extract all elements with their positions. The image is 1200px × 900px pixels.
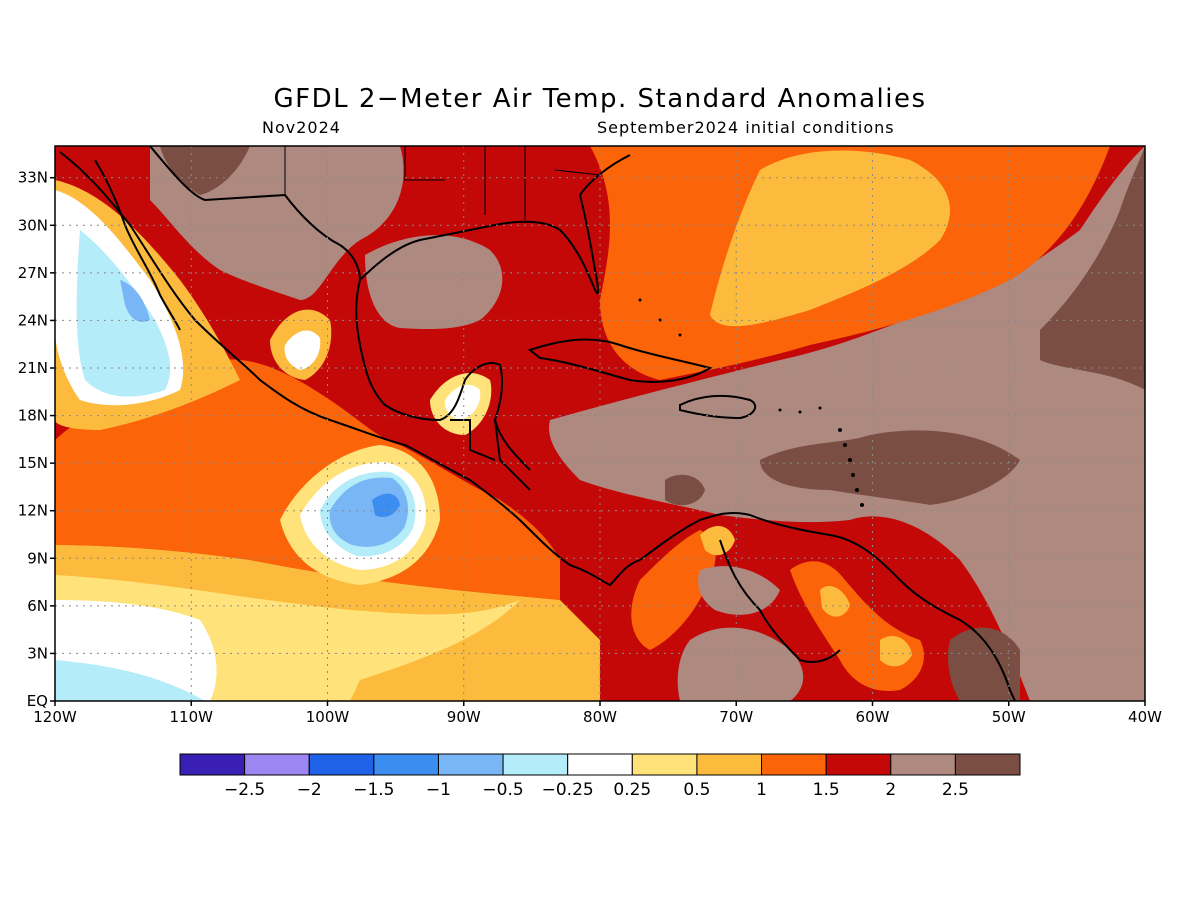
field-pacific-orange: [55, 359, 560, 600]
coast-us-gulf: [359, 154, 631, 295]
field-guiana-gold: [880, 635, 912, 667]
tick-label-lon: 60W: [856, 708, 890, 726]
border-colombia-venezuela: [719, 539, 841, 663]
island-dots: [638, 298, 864, 507]
colorbar-swatch: [373, 753, 439, 776]
field-mexico-darkbrown: [160, 146, 250, 195]
tick-label-lon: 100W: [306, 708, 350, 726]
tick-label-lat: 12N: [18, 502, 48, 520]
tick-label-lat: 9N: [27, 549, 48, 567]
tick-label-lat: 21N: [18, 359, 48, 377]
colorbar-swatch: [179, 753, 246, 776]
colorbar-label: 1.5: [813, 780, 840, 800]
field-yucatan-white: [444, 384, 481, 420]
colorbar-label: 2: [885, 780, 896, 800]
colorbar-swatch: [567, 753, 633, 776]
field-mexico-white: [284, 330, 321, 370]
colorbar-label: −2: [297, 780, 322, 800]
field-peninsula-gold: [700, 525, 735, 556]
tick-label-lon: 120W: [33, 708, 77, 726]
field-gulf-brown: [365, 235, 503, 330]
field-atlantic-darkbrown-1: [1040, 146, 1145, 390]
coast-south-america: [639, 511, 1016, 701]
field-pacific-lightblue-sw: [55, 660, 205, 701]
colorbar-label: −1.5: [353, 780, 394, 800]
anomaly-field: [55, 146, 1145, 701]
coast-cuba: [527, 338, 713, 383]
tick-label-lat: 15N: [18, 454, 48, 472]
field-baja-lightblue: [76, 230, 171, 397]
tick-label-lon: 90W: [447, 708, 481, 726]
longitude-axis: 120W 110W 100W 90W 80W 70W 60W 50W 40W: [33, 701, 1162, 726]
tick-label-lat: 24N: [18, 311, 48, 329]
border-us-mexico: [149, 146, 361, 281]
colorbar-label: −1: [426, 780, 451, 800]
colorbar-swatch: [631, 753, 698, 776]
field-venezuela-gold: [820, 585, 850, 617]
colorbar-label: 0.25: [613, 780, 651, 800]
colorbar-swatch: [761, 753, 827, 776]
colorbar-label: −0.5: [482, 780, 523, 800]
colorbar-swatch: [890, 753, 956, 776]
colorbar-label: −2.5: [224, 780, 265, 800]
tick-label-lat: 6N: [27, 597, 48, 615]
field-atlantic-gold: [710, 150, 950, 327]
coast-gulf: [355, 279, 531, 471]
colorbar-label: −0.25: [542, 780, 594, 800]
colorbar: −2.5 −2 −1.5 −1 −0.5 −0.25 0.25 0.5 1 1.5 2 2.5: [179, 753, 1021, 800]
colorbar-swatch: [825, 753, 892, 776]
border-us-states: [284, 146, 601, 220]
field-atlantic-darkbrown-3: [665, 474, 705, 506]
field-atlantic-darkbrown-2: [760, 430, 1020, 505]
field-atlantic-darkbrown-4: [948, 627, 1020, 701]
coastlines: [59, 146, 1016, 701]
field-colombia-brown: [698, 566, 780, 615]
colorbar-label: 1: [756, 780, 767, 800]
colorbar-label: 0.5: [683, 780, 710, 800]
colorbar-label: 2.5: [942, 780, 969, 800]
field-baja-blue: [120, 280, 150, 322]
tick-label-lat: 3N: [27, 644, 48, 662]
coast-mexico-pacific: [59, 151, 641, 587]
tick-label-lat: 27N: [18, 264, 48, 282]
tick-label-lat: 33N: [18, 169, 48, 187]
colorbar-swatch: [696, 753, 763, 776]
chart-title: GFDL 2−Meter Air Temp. Standard Anomalie…: [273, 84, 927, 114]
tick-label-lon: 70W: [719, 708, 753, 726]
tick-label-lon: 50W: [992, 708, 1026, 726]
colorbar-swatch: [308, 753, 375, 776]
initial-conditions: September2024 initial conditions: [597, 118, 895, 137]
gridlines: [55, 146, 1145, 701]
tick-label-lon: 110W: [170, 708, 214, 726]
field-colombia-orange: [631, 530, 716, 650]
tick-label-lat: EQ: [27, 692, 48, 710]
latitude-axis: EQ 3N 6N 9N 12N 15N 18N 21N 24N 27N 30N 33N: [18, 169, 55, 710]
forecast-month: Nov2024: [262, 118, 341, 137]
colorbar-swatch: [437, 753, 504, 776]
colorbar-swatch: [954, 753, 1021, 776]
border-central-america: [450, 419, 531, 491]
tick-label-lat: 30N: [18, 216, 48, 234]
colorbar-swatch: [244, 753, 310, 776]
coast-baja: [94, 159, 181, 331]
tick-label-lon: 80W: [583, 708, 617, 726]
field-brazil-brown: [677, 627, 804, 701]
coast-hispaniola: [679, 394, 757, 420]
colorbar-swatch: [502, 753, 569, 776]
tick-label-lat: 18N: [18, 407, 48, 425]
tick-label-lon: 40W: [1128, 708, 1162, 726]
